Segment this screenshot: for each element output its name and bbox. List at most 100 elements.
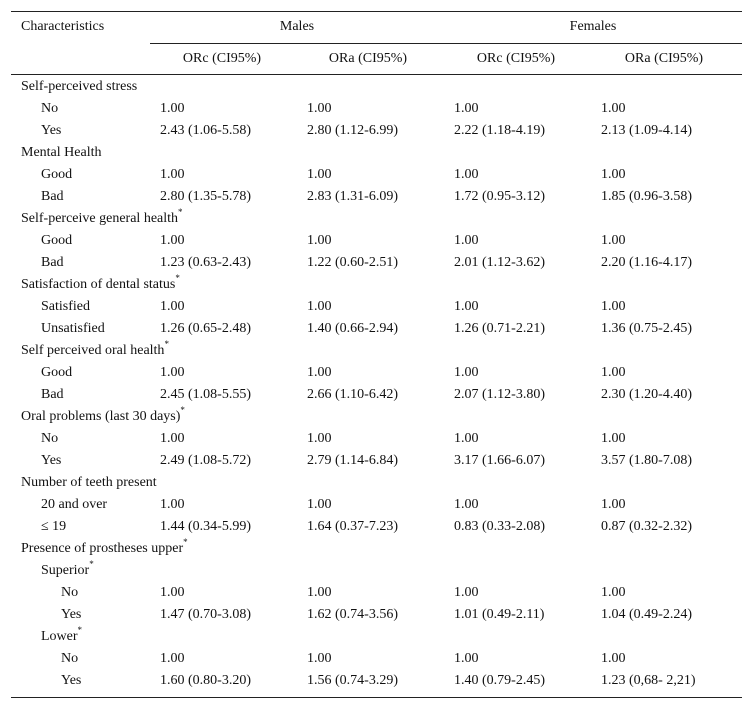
cell: 3.17 (1.66-6.07) [454,453,545,468]
row-label-text: Self perceived oral health [21,343,165,358]
row-label: Self-perceived stress [21,76,137,98]
cell: 1.26 (0.65-2.48) [160,321,251,336]
cell: 1.00 [160,497,185,512]
cell: 2.13 (1.09-4.14) [601,123,692,138]
rule [11,74,742,75]
footnote-mark: * [178,207,183,217]
row-label-text: 20 and over [41,497,108,512]
row-label-text: Yes [41,453,62,468]
row-label: No [61,648,78,670]
row-label-text: Self-perceive general health [21,211,179,226]
group-header: Males [279,19,315,34]
cell: 2.20 (1.16-4.17) [601,255,692,270]
column-header: ORc (CI95%) [476,51,556,66]
row-label: Satisfied [41,296,90,318]
row-label-text: Good [41,167,73,182]
row-label-text: No [61,585,79,600]
row-label-text: Good [41,233,73,248]
cell: 1.01 (0.49-2.11) [454,607,545,622]
row-label-text: Bad [41,387,64,402]
cell: 1.23 (0.63-2.43) [160,255,251,270]
cell: 1.00 [454,651,479,666]
row-label: Yes [61,670,81,692]
cell: 1.00 [601,585,626,600]
cell: 2.66 (1.10-6.42) [307,387,398,402]
footnote-mark: * [164,339,169,349]
cell: 1.00 [307,233,332,248]
row-label: Number of teeth present [21,472,157,494]
column-header: ORc (CI95%) [182,51,262,66]
cell: 1.00 [454,101,479,116]
cell: 1.00 [454,365,479,380]
cell: 0.87 (0.32-2.32) [601,519,692,534]
cell: 1.00 [160,431,185,446]
row-label: Presence of prostheses upper* [21,538,188,560]
rule [11,11,742,12]
row-label-text: Yes [61,673,82,688]
row-label: Unsatisfied [41,318,105,340]
row-label-text: Satisfied [41,299,90,314]
cell: 1.44 (0.34-5.99) [160,519,251,534]
cell: 1.00 [307,497,332,512]
row-label: Satisfaction of dental status* [21,274,180,296]
row-label: Oral problems (last 30 days)* [21,406,185,428]
cell: 1.00 [601,233,626,248]
cell: 1.00 [601,651,626,666]
row-label-text: Satisfaction of dental status [21,277,176,292]
cell: 1.00 [160,167,185,182]
row-label: Self-perceive general health* [21,208,183,230]
cell: 1.00 [160,651,185,666]
row-label-text: No [61,651,79,666]
row-label-text: Yes [61,607,82,622]
row-label: Superior* [41,560,94,582]
cell: 1.00 [307,431,332,446]
column-header: ORa (CI95%) [328,51,408,66]
row-label: Mental Health [21,142,101,164]
footnote-mark: * [180,405,185,415]
cell: 2.01 (1.12-3.62) [454,255,545,270]
footnote-mark: * [77,625,83,635]
row-label: Good [41,230,72,252]
cell: 1.00 [307,651,332,666]
row-label: No [61,582,78,604]
rule [11,697,742,698]
row-label: No [41,428,58,450]
cell: 1.40 (0.66-2.94) [307,321,398,336]
cell: 1.00 [454,299,479,314]
footnote-mark: * [175,273,180,283]
row-label-text: Superior [41,563,90,578]
cell: 1.00 [454,585,479,600]
group-header: Females [569,19,617,34]
cell: 1.00 [307,299,332,314]
cell: 1.00 [601,431,626,446]
row-label-text: Presence of prostheses upper [21,541,184,556]
cell: 1.00 [601,101,626,116]
cell: 3.57 (1.80-7.08) [601,453,692,468]
column-header: Characteristics [21,19,105,34]
cell: 1.00 [160,233,185,248]
cell: 2.30 (1.20-4.40) [601,387,692,402]
cell: 1.04 (0.49-2.24) [601,607,692,622]
cell: 1.00 [160,585,185,600]
cell: 2.79 (1.14-6.84) [307,453,398,468]
row-label-text: Self-perceived stress [21,79,138,94]
row-label-text: Mental Health [21,145,102,160]
row-label: Lower* [41,626,82,648]
cell: 1.00 [160,299,185,314]
cell: 1.00 [307,585,332,600]
cell: 2.83 (1.31-6.09) [307,189,398,204]
cell: 1.00 [601,167,626,182]
cell: 1.72 (0.95-3.12) [454,189,545,204]
cell: 1.60 (0.80-3.20) [160,673,251,688]
cell: 1.47 (0.70-3.08) [160,607,251,622]
row-label: Bad [41,384,64,406]
row-label: Self perceived oral health* [21,340,169,362]
cell: 2.07 (1.12-3.80) [454,387,545,402]
row-label-text: Number of teeth present [21,475,157,490]
row-label-text: Bad [41,189,64,204]
row-label: Yes [41,120,61,142]
cell: 0.83 (0.33-2.08) [454,519,545,534]
row-label-text: ≤ 19 [41,519,67,534]
cell: 1.00 [307,101,332,116]
cell: 2.80 (1.12-6.99) [307,123,398,138]
